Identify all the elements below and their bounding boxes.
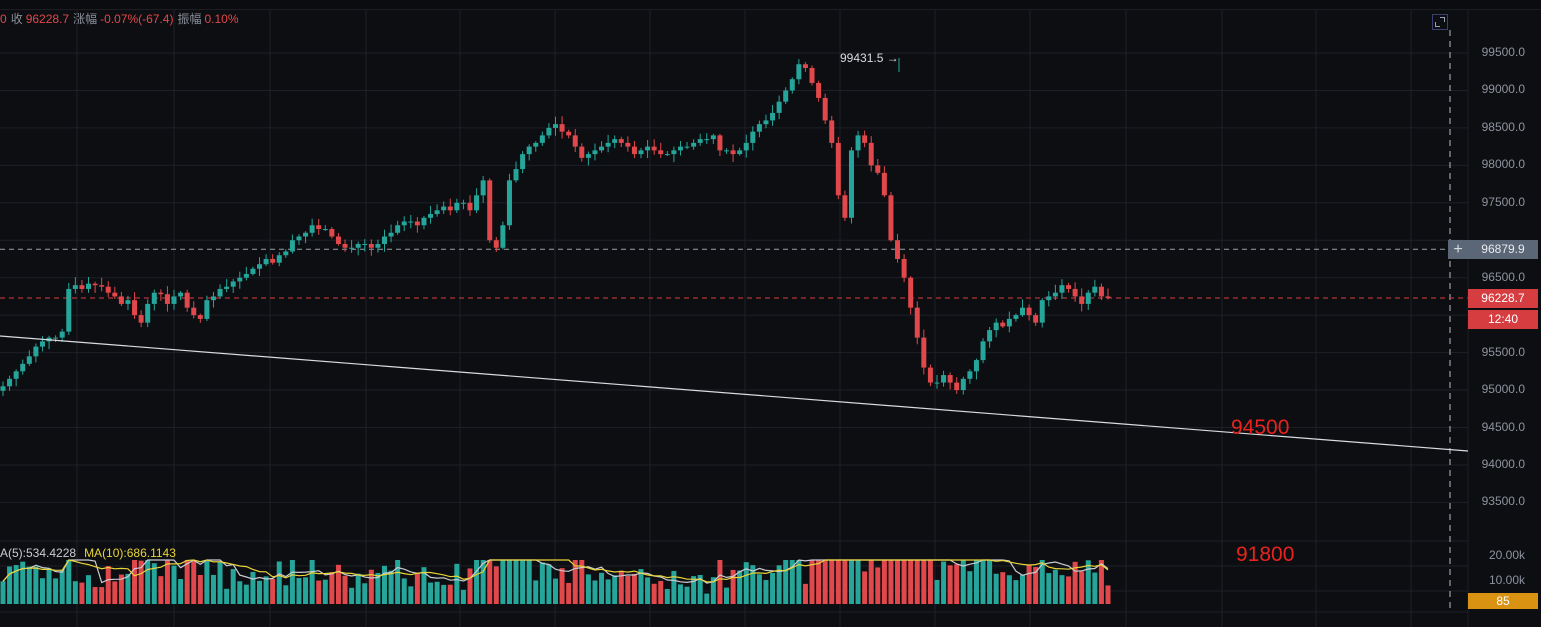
price-axis-tick: 98500.0 xyxy=(1481,119,1525,134)
last-volume-tag: 85 xyxy=(1468,593,1538,609)
annotation-91800: 91800 xyxy=(1236,543,1295,566)
fullscreen-icon[interactable] xyxy=(1432,14,1448,30)
price-axis-tick: 98000.0 xyxy=(1481,157,1525,172)
volume-ma10: MA(10):686.1143 xyxy=(84,546,176,560)
change-label: 涨幅 xyxy=(73,12,98,26)
price-axis-tick: 95500.0 xyxy=(1481,344,1525,359)
price-axis-tick: 95000.0 xyxy=(1481,382,1525,397)
volume-ma5: A(5):534.4228 xyxy=(0,546,77,560)
price-axis-tick: 97500.0 xyxy=(1481,194,1525,209)
close-label: 收 xyxy=(10,12,23,26)
price-axis-tick: 94500.0 xyxy=(1481,419,1525,434)
last-price-tag: 96228.7 xyxy=(1468,289,1538,308)
close-value: 96228.7 xyxy=(25,12,70,26)
amplitude-value: 0.10% xyxy=(204,12,239,26)
truncated-prefix: 0 xyxy=(0,12,7,26)
annotation-94500: 94500 xyxy=(1231,416,1290,439)
price-axis-tick: 96500.0 xyxy=(1481,269,1525,284)
volume-axis-tick: 10.00k xyxy=(1488,573,1525,587)
change-value: -0.07%(-67.4) xyxy=(100,12,174,26)
price-axis-tick: 94000.0 xyxy=(1481,456,1525,471)
volume-legend: A(5):534.4228 MA(10):686.1143 xyxy=(0,546,176,560)
price-axis-tick: 99500.0 xyxy=(1481,45,1525,59)
price-axis-tick: 99000.0 xyxy=(1481,82,1525,97)
add-alert-plus-icon[interactable]: + xyxy=(1448,240,1468,259)
volume-axis-tick: 20.00k xyxy=(1488,548,1525,562)
toolbar-strip xyxy=(0,0,1541,10)
ohlc-info-bar: 0 收 96228.7 涨幅 -0.07%(-67.4) 振幅 0.10% xyxy=(0,11,239,27)
high-price-marker: 99431.5 → xyxy=(840,51,899,65)
price-axis-tick: 93500.0 xyxy=(1481,494,1525,509)
amplitude-label: 振幅 xyxy=(177,12,202,26)
candle-countdown-tag: 12:40 xyxy=(1468,310,1538,329)
crosshair-price-tag: 96879.9 xyxy=(1468,240,1538,259)
